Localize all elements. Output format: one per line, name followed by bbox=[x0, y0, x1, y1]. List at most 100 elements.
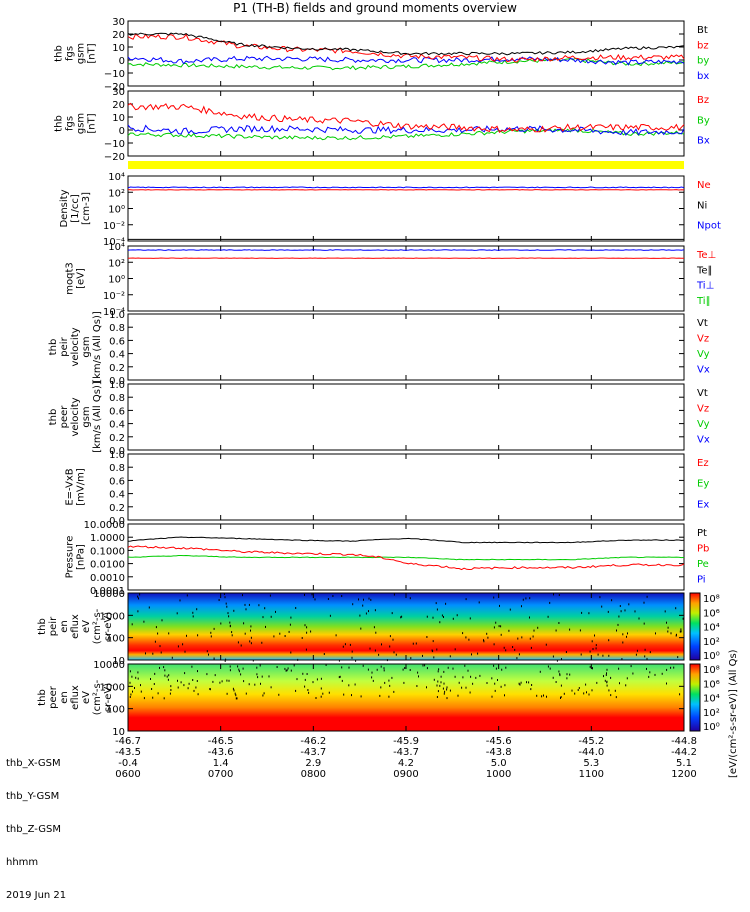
spectrogram-speck bbox=[256, 667, 257, 669]
footer-value: 1.4 bbox=[191, 758, 251, 769]
spectrogram-speck bbox=[313, 681, 314, 683]
y-tick-label: 0.0010 bbox=[90, 573, 125, 584]
spectrogram-speck bbox=[302, 673, 303, 675]
y-tick-label: −10 bbox=[104, 69, 125, 80]
spectrogram-speck bbox=[673, 667, 674, 669]
spectrogram-speck bbox=[528, 681, 529, 683]
y-tick-label: −20 bbox=[104, 152, 125, 163]
y-tick-label: 10 bbox=[112, 113, 125, 124]
spectrogram-speck bbox=[260, 665, 261, 667]
spectrogram-speck bbox=[583, 692, 584, 694]
spectrogram-speck bbox=[180, 599, 181, 601]
spectrogram-speck bbox=[132, 623, 133, 625]
spectrogram-speck bbox=[530, 638, 531, 640]
spectrogram-speck bbox=[559, 673, 560, 675]
spectrogram-speck bbox=[608, 655, 609, 657]
y-axis-label: [nT] bbox=[87, 113, 98, 133]
y-axis-label: (cm²-s- bbox=[92, 679, 103, 715]
spectrogram-speck bbox=[607, 669, 608, 671]
spectrogram-speck bbox=[550, 668, 551, 670]
legend-entry: Bz bbox=[697, 95, 709, 106]
footer-label: 2019 Jun 21 bbox=[6, 890, 66, 901]
spectrogram-speck bbox=[437, 681, 438, 683]
spectrogram-speck bbox=[336, 634, 337, 636]
spectrogram-speck bbox=[322, 693, 323, 695]
spectrogram-speck bbox=[679, 693, 680, 695]
spectrogram-speck bbox=[665, 610, 666, 612]
spectrogram-speck bbox=[427, 667, 428, 669]
spectrogram-speck bbox=[601, 606, 602, 608]
spectrogram-speck bbox=[416, 685, 417, 687]
colorbar-tick-label: 10⁰ bbox=[703, 722, 720, 733]
y-tick-label: 0.6 bbox=[109, 406, 125, 417]
spectrogram-speck bbox=[138, 678, 139, 680]
spectrogram-speck bbox=[458, 695, 459, 697]
spectrogram-speck bbox=[504, 647, 505, 649]
spectrogram-speck bbox=[307, 689, 308, 691]
spectrogram-speck bbox=[172, 657, 173, 659]
spectrogram-speck bbox=[496, 668, 497, 670]
spectrogram-speck bbox=[437, 609, 438, 611]
spectrogram-speck bbox=[611, 599, 612, 601]
y-axis-label: peir bbox=[59, 336, 70, 356]
colorbar-tick-label: 10⁸ bbox=[703, 665, 720, 676]
colorbar-tick-label: 10⁶ bbox=[703, 679, 720, 690]
spectrogram-speck bbox=[390, 635, 391, 637]
spectrogram-speck bbox=[626, 636, 627, 638]
spectrogram-speck bbox=[209, 688, 210, 690]
y-tick-label: 10000 bbox=[93, 660, 125, 671]
spectrogram-speck bbox=[447, 686, 448, 688]
spectrogram-speck bbox=[499, 625, 500, 627]
spectrogram-speck bbox=[343, 646, 344, 648]
legend-entry: bz bbox=[697, 40, 709, 51]
spectrogram-speck bbox=[621, 610, 622, 612]
spectrogram-speck bbox=[229, 680, 230, 682]
spectrogram-speck bbox=[206, 673, 207, 675]
footer-label: thb_X-GSM bbox=[6, 758, 66, 769]
y-axis-label: E=-VxB bbox=[65, 468, 76, 505]
spectrogram-speck bbox=[566, 677, 567, 679]
y-axis-label: gsm bbox=[81, 336, 92, 357]
colorbar-label: [eV/(cm²-s-sr-eV)] (All Qs) bbox=[728, 649, 739, 778]
y-tick-label: 0.6 bbox=[109, 336, 125, 347]
spectrogram-speck bbox=[130, 694, 131, 696]
spectrogram-speck bbox=[400, 616, 401, 618]
spectrogram-speck bbox=[446, 689, 447, 691]
spectrogram-speck bbox=[427, 616, 428, 618]
y-tick-label: 10⁰ bbox=[108, 205, 125, 216]
spectrogram-speck bbox=[384, 682, 385, 684]
spectrogram-speck bbox=[160, 645, 161, 647]
colorbar-tick-label: 10⁶ bbox=[703, 608, 720, 619]
footer-label: thb_Y-GSM bbox=[6, 791, 66, 802]
spectrogram-speck bbox=[521, 636, 522, 638]
spectrogram-speck bbox=[310, 631, 311, 633]
panel-frame bbox=[128, 384, 684, 450]
spectrogram-speck bbox=[304, 686, 305, 688]
spectrogram-speck bbox=[529, 617, 530, 619]
y-tick-label: 0.8 bbox=[109, 323, 125, 334]
spectrogram-speck bbox=[581, 612, 582, 614]
spectrogram-speck bbox=[239, 670, 240, 672]
spectrogram-speck bbox=[315, 598, 316, 600]
spectrogram-speck bbox=[384, 669, 385, 671]
spectrogram-speck bbox=[170, 693, 171, 695]
spectrogram-speck bbox=[207, 650, 208, 652]
spectrogram-speck bbox=[212, 681, 213, 683]
spectrogram-speck bbox=[228, 615, 229, 617]
legend-entry: by bbox=[697, 56, 709, 67]
spectrogram-speck bbox=[468, 670, 469, 672]
x-tick-label: 0900 bbox=[376, 769, 436, 780]
spectrogram-speck bbox=[214, 628, 215, 630]
spectrogram-speck bbox=[150, 678, 151, 680]
spectrogram-speck bbox=[533, 636, 534, 638]
spectrogram-speck bbox=[246, 608, 247, 610]
footer-value: 2.9 bbox=[283, 758, 343, 769]
colorbar-tick-label: 10⁴ bbox=[703, 694, 720, 705]
spectrogram-speck bbox=[287, 669, 288, 671]
y-axis-label: thb bbox=[54, 115, 65, 132]
spectrogram-speck bbox=[434, 679, 435, 681]
y-tick-label: 0 bbox=[119, 126, 125, 137]
spectrogram-speck bbox=[245, 604, 246, 606]
spectrogram-speck bbox=[192, 679, 193, 681]
